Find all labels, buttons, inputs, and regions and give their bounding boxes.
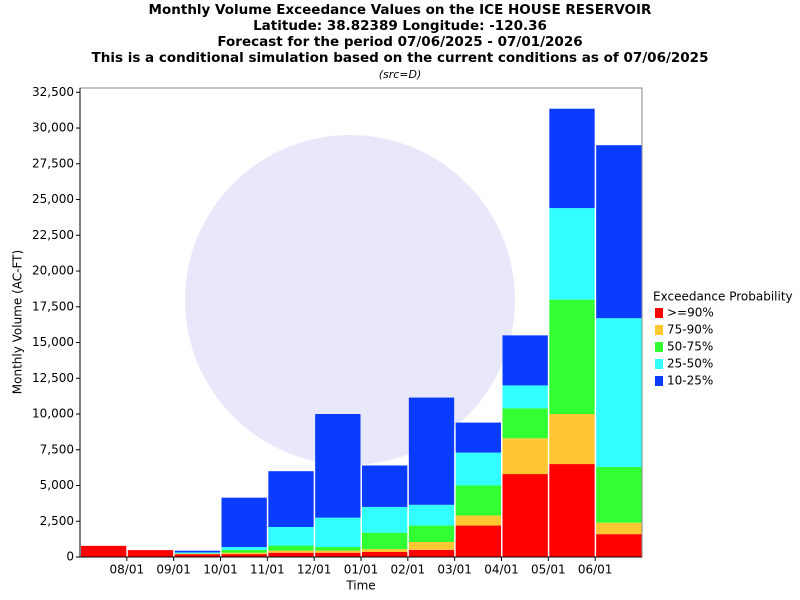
- bar-segment: [268, 471, 314, 527]
- chart-title: This is a conditional simulation based o…: [92, 50, 709, 66]
- y-tick-label: 20,000: [32, 264, 74, 278]
- bar-segment: [315, 414, 361, 518]
- bar-segment: [362, 532, 408, 550]
- y-tick-label: 0: [66, 550, 74, 564]
- x-tick-label: 02/01: [391, 563, 426, 577]
- legend-label: >=90%: [667, 306, 714, 320]
- bar-segment: [408, 504, 455, 526]
- y-tick-label: 7,500: [40, 442, 74, 456]
- y-tick-label: 22,500: [32, 228, 74, 242]
- y-tick-label: 32,500: [32, 85, 74, 99]
- x-tick-label: 08/01: [110, 563, 145, 577]
- bar-segment: [221, 554, 267, 557]
- bar-segment: [596, 534, 642, 557]
- legend-swatch: [655, 308, 663, 318]
- x-tick-label: 11/01: [250, 563, 285, 577]
- x-tick-label: 01/01: [344, 563, 379, 577]
- bar-segment: [549, 108, 595, 209]
- bar-segment: [315, 552, 361, 557]
- bar-segment: [268, 545, 314, 551]
- bar-segment: [502, 474, 548, 557]
- bar-segment: [596, 466, 642, 523]
- bar-segment: [268, 526, 314, 546]
- y-tick-label: 17,500: [32, 299, 74, 313]
- x-tick-label: 10/01: [203, 563, 238, 577]
- y-tick-label: 15,000: [32, 335, 74, 349]
- legend-swatch: [655, 342, 663, 352]
- legend-label: 75-90%: [667, 323, 713, 337]
- bar-segment: [81, 545, 127, 557]
- x-tick-label: 03/01: [437, 563, 472, 577]
- watermark: [185, 135, 515, 465]
- x-tick-label: 06/01: [578, 563, 613, 577]
- bar-segment: [362, 549, 408, 552]
- y-tick-label: 30,000: [32, 121, 74, 135]
- subtitle: (src=D): [379, 68, 422, 81]
- bar-segment: [455, 525, 501, 557]
- bar-segment: [596, 522, 642, 535]
- legend-label: 25-50%: [667, 357, 713, 371]
- legend-swatch: [655, 376, 663, 386]
- bar-segment: [502, 408, 548, 439]
- x-tick-label: 05/01: [531, 563, 566, 577]
- bar-segment: [502, 385, 548, 409]
- bar-segment: [408, 397, 455, 505]
- x-tick-label: 04/01: [484, 563, 519, 577]
- bar-segment: [549, 208, 595, 300]
- bar-segment: [549, 299, 595, 415]
- bar-segment: [315, 546, 361, 551]
- y-tick-label: 2,500: [40, 514, 74, 528]
- chart-title: Latitude: 38.82389 Longitude: -120.36: [253, 18, 547, 34]
- x-axis-label: Time: [345, 579, 375, 593]
- bar-segment: [362, 551, 408, 557]
- x-tick-label: 12/01: [297, 563, 332, 577]
- bar-segment: [596, 145, 642, 319]
- bar-segment: [315, 550, 361, 553]
- bar-segment: [221, 549, 267, 553]
- bar-segment: [502, 335, 548, 386]
- bar-segment: [221, 497, 267, 547]
- bar-segment: [174, 550, 220, 553]
- bar-segment: [221, 552, 267, 555]
- legend-label: 10-25%: [667, 374, 713, 388]
- bar-segment: [455, 452, 501, 486]
- bar-segment: [362, 465, 408, 507]
- bar-segment: [174, 552, 220, 554]
- y-axis-label: Monthly Volume (AC-FT): [11, 250, 25, 394]
- bar-segment: [455, 515, 501, 526]
- bar-segment: [362, 506, 408, 533]
- bar-segment: [408, 525, 455, 542]
- y-tick-label: 25,000: [32, 192, 74, 206]
- y-tick-label: 12,500: [32, 371, 74, 385]
- legend-swatch: [655, 359, 663, 369]
- bar-segment: [502, 438, 548, 475]
- bar-segment: [268, 552, 314, 557]
- y-tick-label: 5,000: [40, 478, 74, 492]
- legend-title: Exceedance Probability: [653, 290, 793, 304]
- bar-segment: [221, 546, 267, 550]
- bar-segment: [408, 541, 455, 550]
- bar-segment: [127, 550, 174, 557]
- y-tick-label: 27,500: [32, 156, 74, 170]
- bar-segment: [549, 464, 595, 557]
- legend-label: 50-75%: [667, 340, 713, 354]
- y-tick-label: 10,000: [32, 407, 74, 421]
- bar-segment: [455, 485, 501, 516]
- x-tick-label: 09/01: [156, 563, 191, 577]
- chart-title: Monthly Volume Exceedance Values on the …: [149, 2, 652, 18]
- chart-title: Forecast for the period 07/06/2025 - 07/…: [217, 34, 582, 50]
- bar-segment: [315, 517, 361, 547]
- bar-segment: [268, 550, 314, 553]
- bar-segment: [596, 318, 642, 467]
- bar-segment: [455, 422, 501, 453]
- bar-segment: [174, 554, 220, 557]
- bar-segment: [549, 414, 595, 465]
- bar-segment: [408, 549, 455, 557]
- legend-swatch: [655, 325, 663, 335]
